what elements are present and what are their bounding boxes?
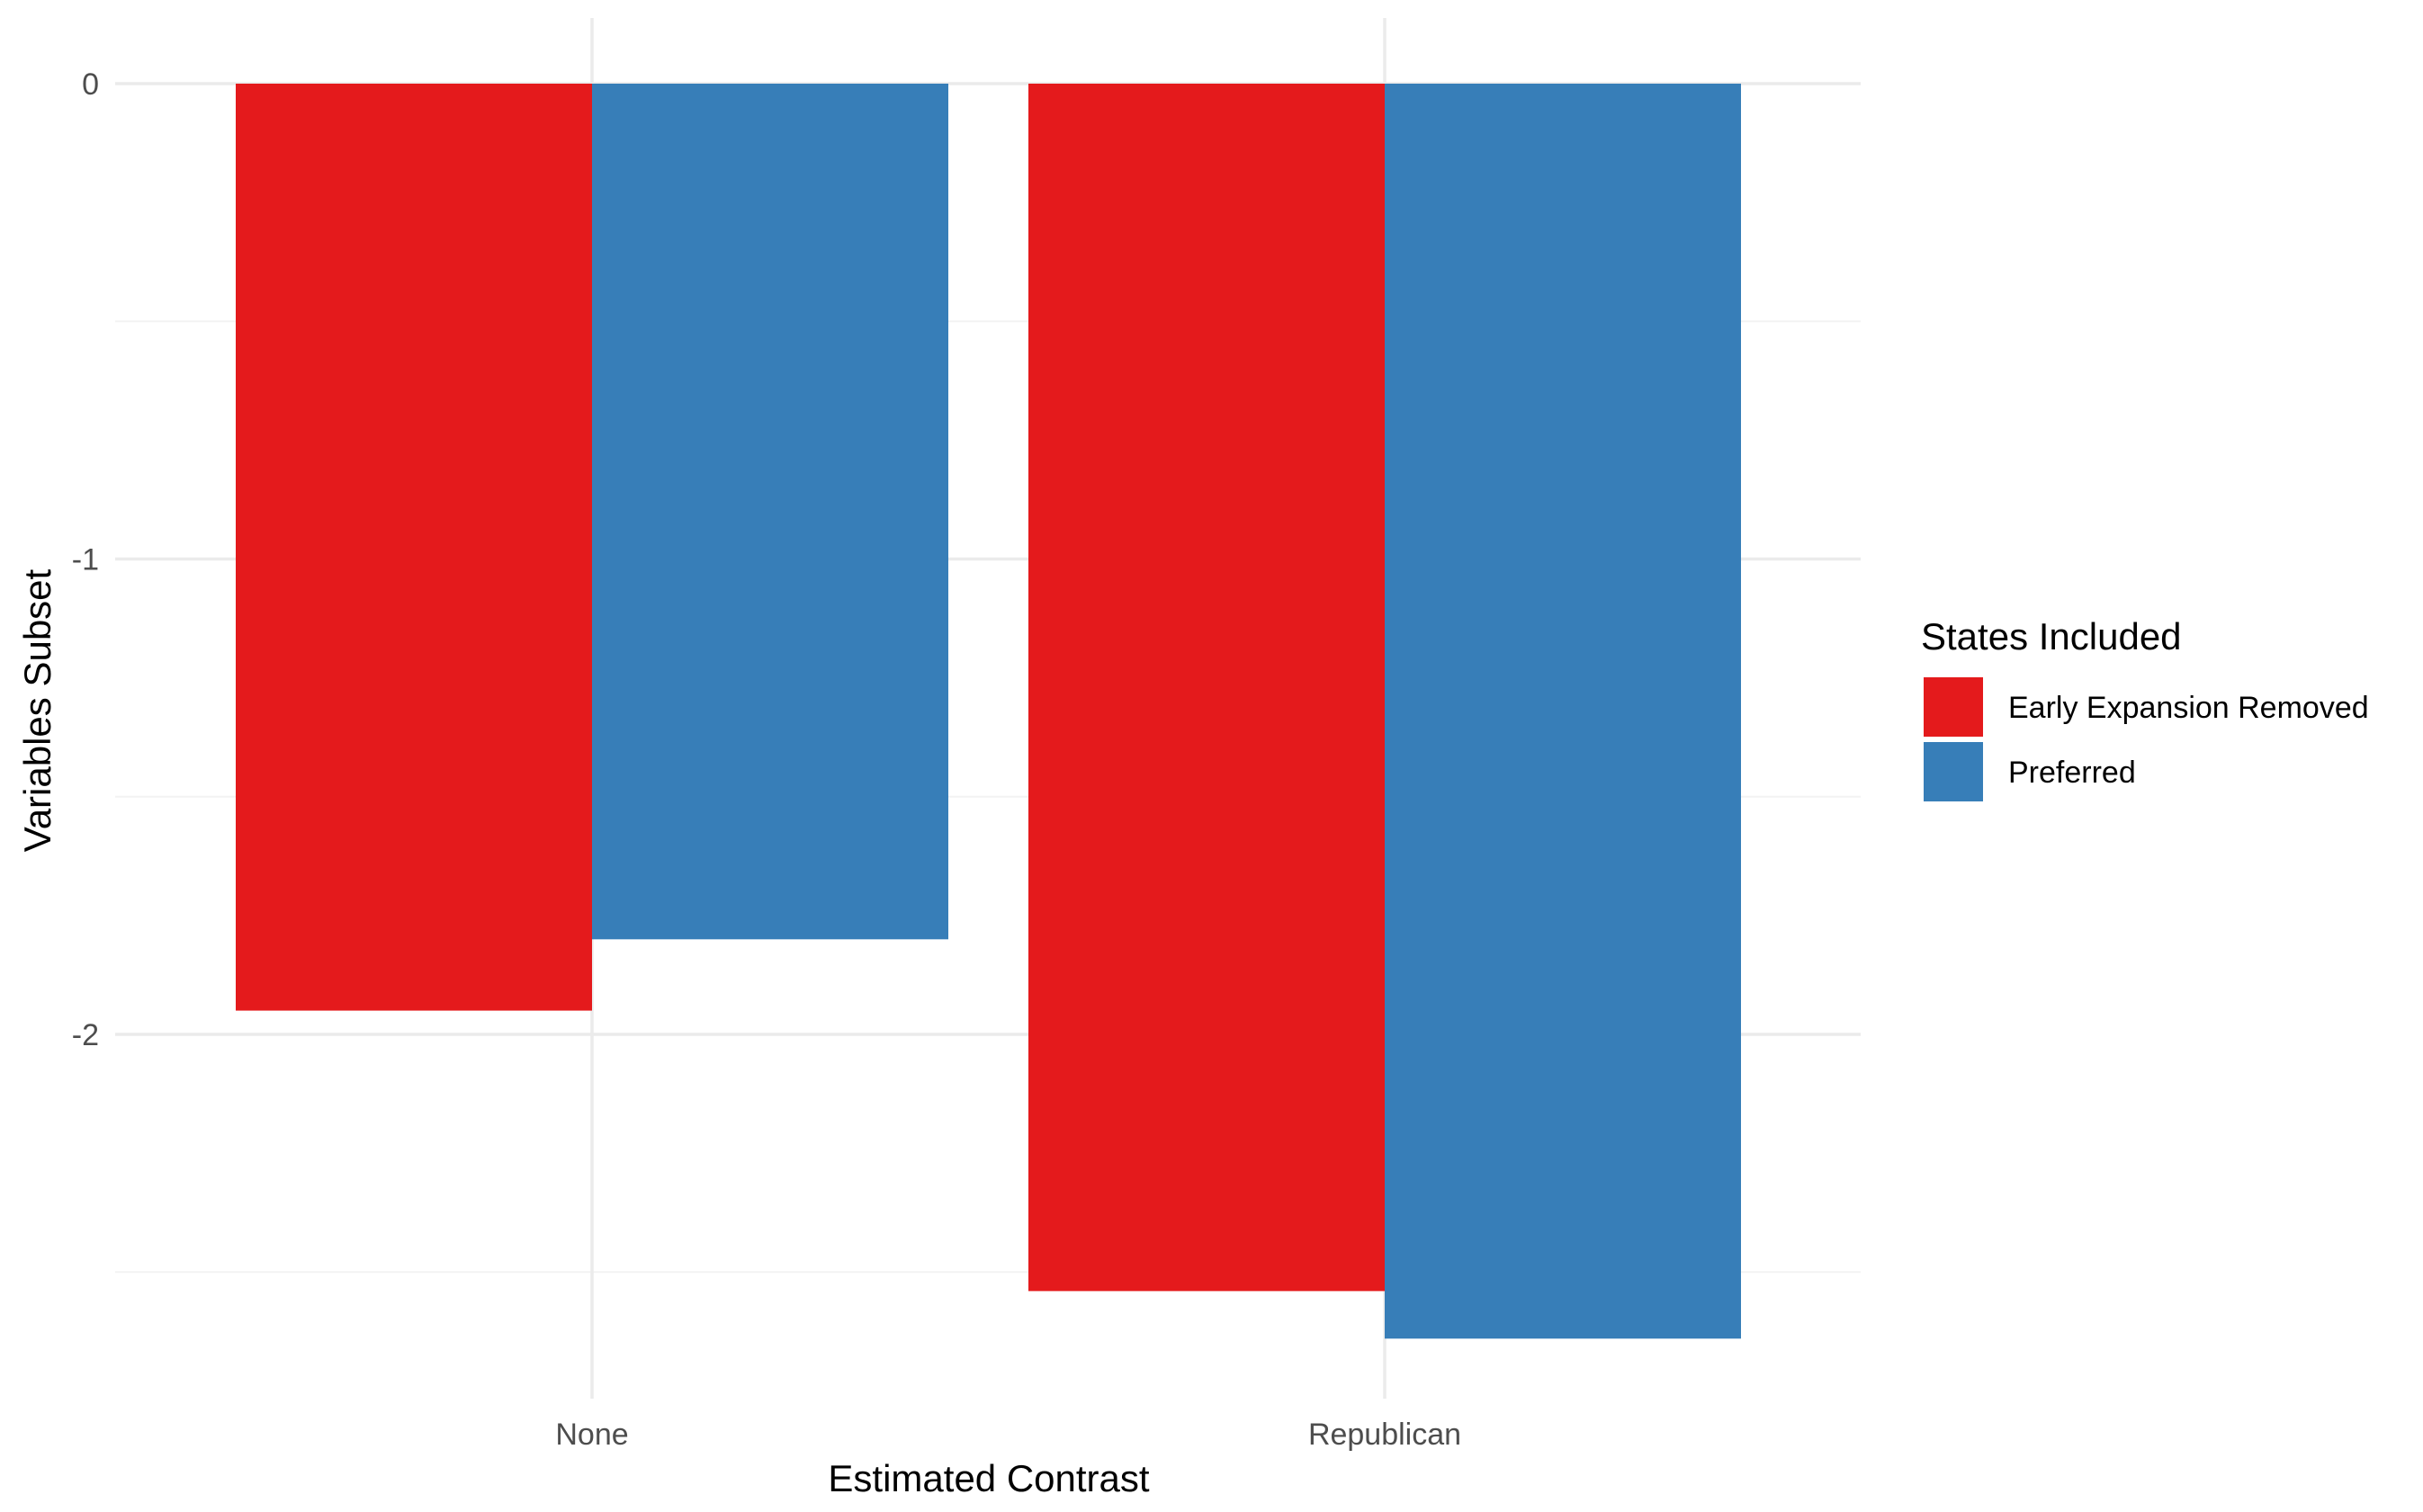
x-tick-label: None: [555, 1418, 628, 1452]
x-axis-title: Estimated Contrast: [828, 1457, 1149, 1499]
y-axis-ticks: 0 -1 -2: [72, 67, 99, 1052]
y-tick-label: 0: [82, 67, 99, 102]
bar: [1028, 84, 1385, 1292]
bars: [236, 84, 1741, 1339]
legend-items: Early Expansion Removed Preferred: [1924, 677, 2369, 801]
x-tick-label: Republican: [1308, 1418, 1461, 1452]
bar: [236, 84, 592, 1011]
legend-key: [1924, 677, 1983, 737]
bar: [592, 84, 948, 940]
y-axis-title: Variables Subset: [16, 568, 58, 852]
x-axis-ticks: None Republican: [555, 1418, 1461, 1452]
legend-key: [1924, 742, 1983, 801]
legend-label: Early Expansion Removed: [2008, 691, 2369, 725]
y-tick-label: -2: [72, 1018, 99, 1052]
legend-label: Preferred: [2008, 756, 2136, 790]
legend-title: States Included: [1921, 615, 2182, 658]
y-tick-label: -1: [72, 543, 99, 577]
bar: [1385, 84, 1741, 1339]
legend: States Included Early Expansion Removed P…: [1921, 615, 2369, 801]
